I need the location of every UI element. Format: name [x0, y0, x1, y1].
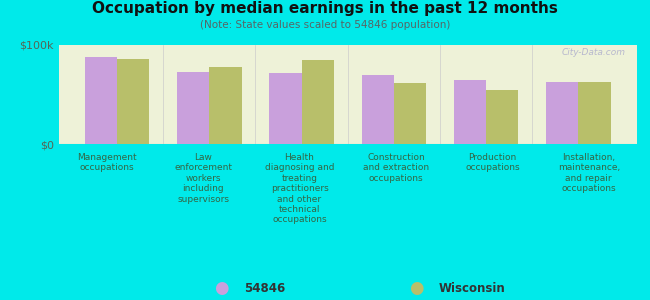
Bar [84, 57, 117, 144]
Bar [394, 82, 426, 144]
Bar [209, 67, 242, 144]
Text: ●: ● [409, 279, 423, 297]
Bar [177, 72, 209, 144]
Text: Wisconsin: Wisconsin [439, 281, 506, 295]
Bar [454, 80, 486, 144]
Bar [361, 75, 394, 144]
Text: Production
occupations: Production occupations [465, 153, 520, 172]
Text: Installation,
maintenance,
and repair
occupations: Installation, maintenance, and repair oc… [558, 153, 620, 193]
Bar [546, 82, 578, 144]
Text: Occupation by median earnings in the past 12 months: Occupation by median earnings in the pas… [92, 2, 558, 16]
Text: Management
occupations: Management occupations [77, 153, 136, 172]
Text: Construction
and extraction
occupations: Construction and extraction occupations [363, 153, 429, 183]
Bar [486, 89, 519, 144]
Text: ●: ● [214, 279, 228, 297]
Bar [578, 82, 611, 144]
Text: Law
enforcement
workers
including
supervisors: Law enforcement workers including superv… [174, 153, 232, 204]
Text: 54846: 54846 [244, 281, 285, 295]
Text: (Note: State values scaled to 54846 population): (Note: State values scaled to 54846 popu… [200, 20, 450, 29]
Bar [269, 73, 302, 144]
Text: Health
diagnosing and
treating
practitioners
and other
technical
occupations: Health diagnosing and treating practitio… [265, 153, 334, 224]
Bar [117, 59, 150, 144]
Bar [302, 60, 334, 144]
Text: City-Data.com: City-Data.com [562, 48, 625, 57]
